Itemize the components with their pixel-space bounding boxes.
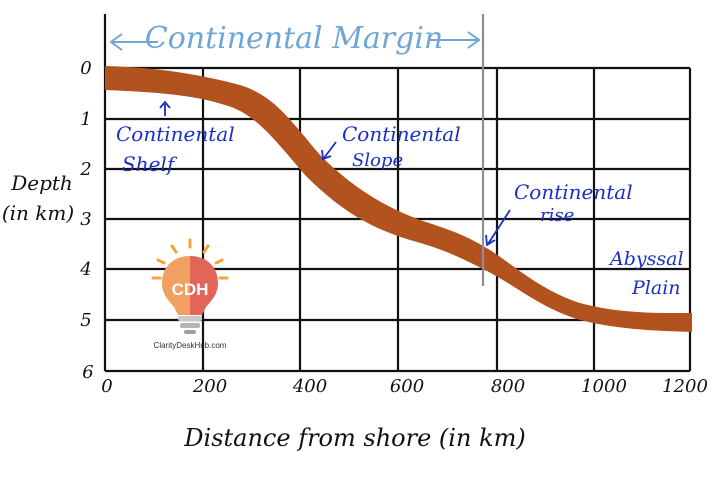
plain-label-line1: Abyssal [608,248,684,270]
continental-margin-arrow [109,31,481,51]
y-tick-2: 2 [79,159,91,180]
x-tick-0: 0 [101,376,112,397]
x-axis-ticks: 0 200 400 600 800 1000 1200 [101,376,708,397]
y-tick-5: 5 [80,310,91,331]
logo-caption: ClarityDeskHub.com [154,341,227,350]
slope-pointer [321,141,337,161]
x-tick-1000: 1000 [581,376,627,397]
y-tick-6: 6 [82,362,93,383]
y-axis-title-line2: (in km) [2,201,74,225]
y-tick-3: 3 [80,209,91,230]
x-tick-1200: 1200 [662,376,708,397]
y-axis-ticks: 0 1 2 3 4 5 6 [79,58,93,383]
rise-label-line1: Continental [514,180,633,204]
logo-bulb-right [190,256,218,315]
logo-base-1 [178,316,202,321]
shelf-pointer [159,100,171,116]
logo-base-3 [184,330,196,334]
plain-label-line2: Plain [631,277,681,299]
logo-text: CDH [172,280,209,299]
slope-label-line2: Slope [352,150,403,171]
continental-margin-label: Continental Margin [145,21,444,56]
x-axis-title: Distance from shore (in km) [183,424,525,452]
x-tick-400: 400 [292,376,327,397]
x-tick-800: 800 [491,376,525,397]
rise-pointer [485,209,511,247]
shelf-label-line2: Shelf [122,152,178,176]
logo-rays [151,238,229,280]
shelf-label-line1: Continental [116,122,235,146]
x-tick-600: 600 [390,376,424,397]
rise-label-line2: rise [540,205,574,226]
cdh-logo: CDH ClarityDeskHub.com [151,238,229,350]
seafloor-profile-band [105,66,692,332]
y-axis-title-line1: Depth [10,171,73,195]
y-tick-4: 4 [79,259,91,280]
y-tick-0: 0 [80,58,91,79]
slope-label-line1: Continental [342,122,461,146]
logo-bulb-left [162,256,190,315]
logo-base-2 [180,323,200,328]
x-tick-200: 200 [192,376,227,397]
y-tick-1: 1 [80,109,91,130]
